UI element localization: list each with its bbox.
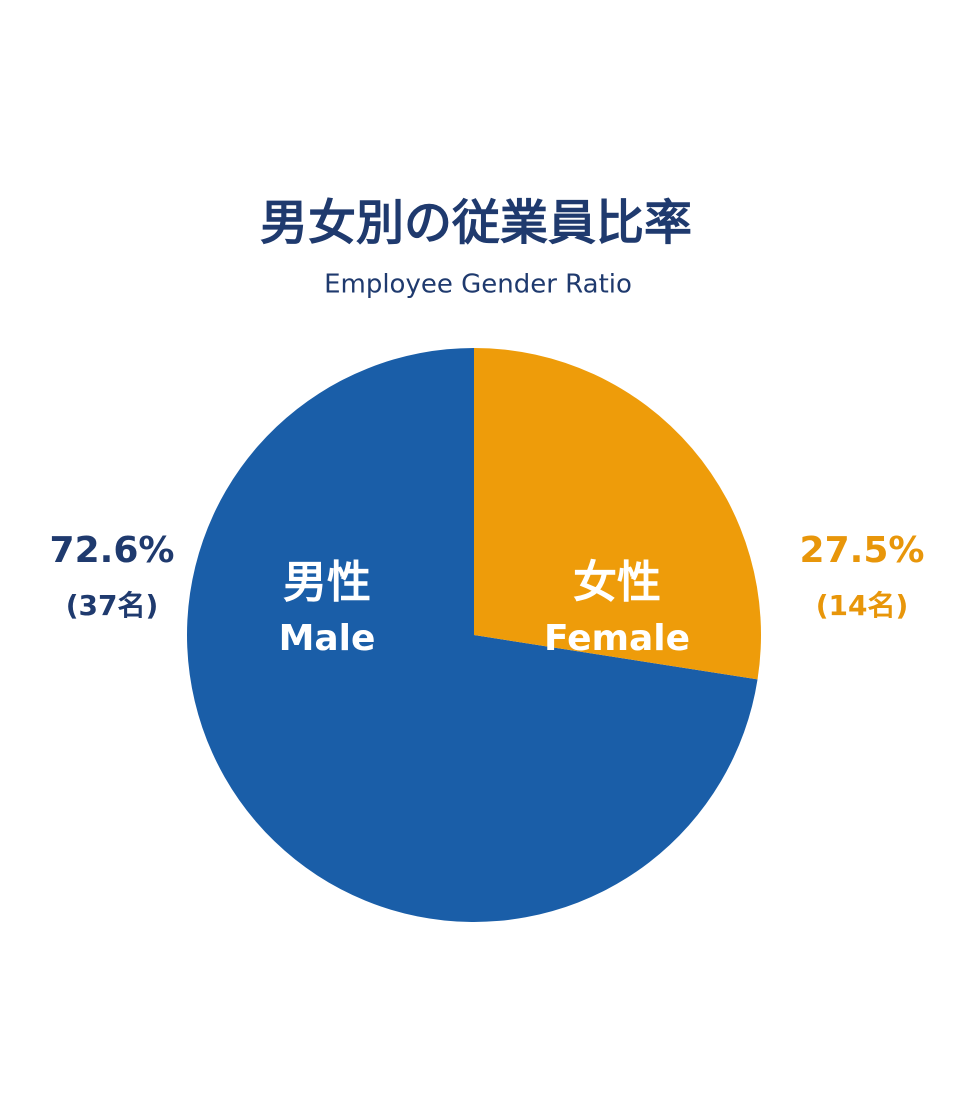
count-label: (14名): [816, 589, 909, 622]
pie-slice: [474, 348, 762, 680]
pie-slice: [187, 348, 758, 922]
slice-label-en: Male: [279, 618, 376, 659]
chart-title: 男女別の従業員比率: [260, 195, 692, 251]
slice-label-en: Female: [544, 618, 690, 659]
slice-label: 男性: [283, 557, 371, 608]
value-label: 72.6%: [50, 530, 175, 571]
chart-subtitle: Employee Gender Ratio: [324, 270, 632, 300]
value-label: 27.5%: [800, 530, 925, 571]
slice-label: 女性: [573, 557, 661, 608]
count-label: (37名): [66, 589, 159, 622]
